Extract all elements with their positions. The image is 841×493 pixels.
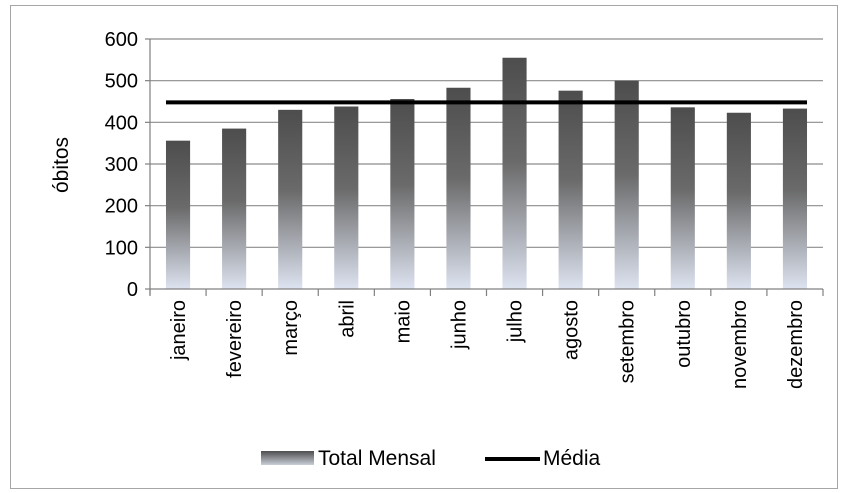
bar-novembro [726, 112, 751, 289]
x-tick-label-maio: maio [392, 300, 414, 343]
y-tick-label: 200 [105, 196, 138, 218]
bar-maio [390, 99, 415, 289]
x-tick-label-outubro: outubro [673, 300, 695, 368]
x-tick-label-setembro: setembro [617, 300, 639, 383]
bar-janeiro [165, 140, 191, 289]
bar-junho [446, 87, 471, 289]
y-tick-label: 400 [105, 112, 138, 134]
y-tick-label: 300 [105, 154, 138, 176]
legend-label-total: Total Mensal [318, 447, 436, 470]
bar-series [165, 57, 808, 290]
x-tick-label-janeiro: janeiro [168, 300, 190, 361]
y-axis-label: óbitos [50, 137, 73, 193]
bar-abril [334, 106, 359, 289]
legend-swatch-bar [261, 451, 314, 465]
x-tick-label-dezembro: dezembro [785, 300, 807, 389]
bar-fevereiro [222, 128, 247, 289]
bar-março [278, 109, 303, 289]
x-tick-label-abril: abril [336, 300, 358, 338]
x-tick-labels: janeiro fevereiro março abril maio junho julho… [168, 300, 807, 389]
y-tick-label: 600 [105, 29, 138, 51]
bar-setembro [614, 80, 639, 290]
legend-label-media: Média [543, 447, 601, 470]
y-tick-label: 100 [105, 237, 138, 259]
x-tick-label-julho: julho [505, 300, 527, 343]
bar-outubro [670, 107, 695, 289]
y-tick-labels: 0 100 200 300 400 500 600 [105, 29, 138, 301]
gridlines [150, 38, 823, 248]
axes [145, 38, 824, 296]
x-tick-label-novembro: novembro [729, 300, 751, 389]
legend: Total Mensal Média [261, 447, 601, 470]
y-tick-label: 500 [105, 71, 138, 93]
x-tick-label-junho: junho [448, 300, 470, 350]
bar-agosto [558, 90, 583, 290]
bar-julho [502, 57, 527, 289]
x-tick-label-março: março [280, 300, 302, 356]
x-tick-label-agosto: agosto [561, 300, 583, 360]
bar-dezembro [782, 108, 808, 289]
x-tick-label-fevereiro: fevereiro [224, 300, 246, 378]
y-tick-label: 0 [127, 279, 138, 301]
